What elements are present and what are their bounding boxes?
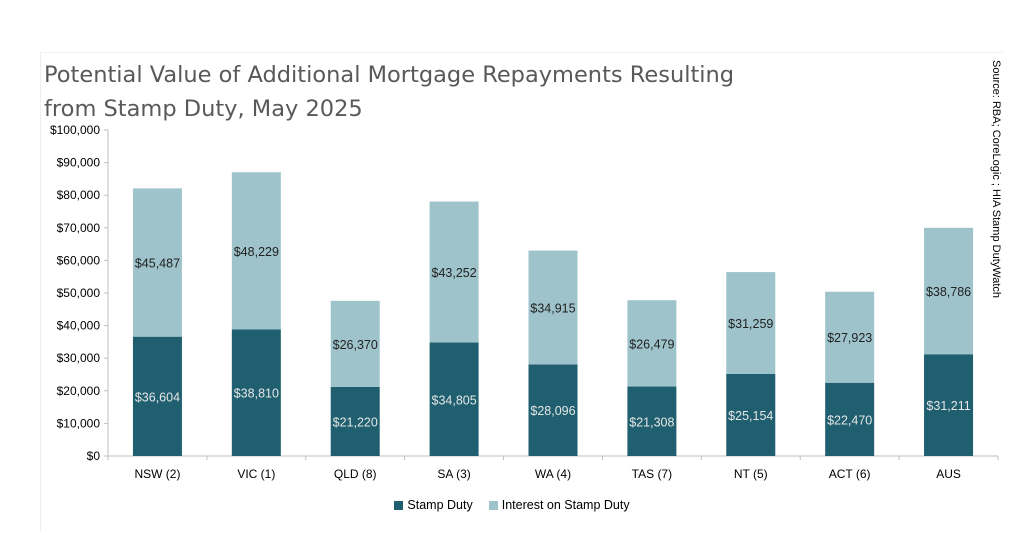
y-tick-label: $10,000 <box>57 416 101 430</box>
legend-item-interest: Interest on Stamp Duty <box>488 498 630 512</box>
bar-segment <box>627 386 677 456</box>
y-tick-label: $20,000 <box>57 384 101 398</box>
data-label: $28,096 <box>530 404 575 418</box>
x-tick-label: QLD (8) <box>334 467 377 481</box>
y-tick-label: $30,000 <box>57 351 101 365</box>
bar-segment <box>924 227 974 355</box>
legend-swatch-stamp-duty <box>394 500 404 510</box>
data-label: $21,308 <box>629 415 674 429</box>
chart-title-line-1: Potential Value of Additional Mortgage R… <box>44 62 735 88</box>
y-tick-label: $0 <box>87 449 101 463</box>
data-label: $36,604 <box>135 390 180 404</box>
data-label: $26,479 <box>629 337 674 351</box>
bar-segment <box>330 300 380 387</box>
bar-segment <box>132 336 182 456</box>
data-label: $22,470 <box>827 413 872 427</box>
bar-segment <box>726 272 776 374</box>
x-tick-label: AUS <box>936 467 961 481</box>
chart-title-line-2: from Stamp Duty, May 2025 <box>44 96 363 122</box>
x-tick-label: ACT (6) <box>829 467 871 481</box>
bar-segment <box>825 382 875 456</box>
x-tick-label: WA (4) <box>535 467 571 481</box>
data-label: $21,220 <box>333 415 378 429</box>
bar-segment <box>132 188 182 337</box>
data-label: $31,211 <box>926 399 970 413</box>
x-tick-label: NT (5) <box>734 467 768 481</box>
data-label: $48,229 <box>234 245 279 259</box>
bar-segment <box>726 373 776 456</box>
y-tick-label: $80,000 <box>57 188 101 202</box>
chart-title: Potential Value of Additional Mortgage R… <box>44 58 804 126</box>
legend-label-interest: Interest on Stamp Duty <box>501 498 630 512</box>
y-tick-label: $50,000 <box>57 286 101 300</box>
data-label: $34,805 <box>432 393 477 407</box>
bar-segment <box>528 250 578 365</box>
data-label: $31,259 <box>728 317 773 331</box>
y-tick-label: $60,000 <box>57 253 101 267</box>
legend-item-stamp-duty: Stamp Duty <box>394 498 473 512</box>
bar-segment <box>825 291 875 383</box>
data-label: $34,915 <box>530 301 575 315</box>
y-tick-label: $90,000 <box>57 156 101 170</box>
data-label: $25,154 <box>728 409 773 423</box>
legend-label-stamp-duty: Stamp Duty <box>407 498 473 512</box>
x-tick-label: VIC (1) <box>237 467 275 481</box>
x-tick-label: SA (3) <box>437 467 470 481</box>
legend: Stamp Duty Interest on Stamp Duty <box>0 498 1024 512</box>
bar-segment <box>231 329 281 456</box>
bar-segment <box>528 364 578 456</box>
bar-segment <box>627 300 677 387</box>
x-tick-label: TAS (7) <box>632 467 672 481</box>
data-label: $27,923 <box>827 331 872 345</box>
data-label: $26,370 <box>333 338 378 352</box>
bar-segment <box>924 354 974 456</box>
x-tick-label: NSW (2) <box>134 467 180 481</box>
data-label: $43,252 <box>432 266 477 280</box>
bar-segment <box>429 342 479 456</box>
y-tick-label: $40,000 <box>57 319 101 333</box>
y-tick-label: $70,000 <box>57 221 101 235</box>
data-label: $38,810 <box>234 387 279 401</box>
legend-swatch-interest <box>488 500 498 510</box>
data-label: $38,786 <box>926 285 971 299</box>
bar-segment <box>429 201 479 343</box>
data-label: $45,487 <box>135 257 180 271</box>
bar-segment <box>231 172 281 330</box>
y-tick-label: $100,000 <box>50 123 100 137</box>
bar-segment <box>330 386 380 456</box>
